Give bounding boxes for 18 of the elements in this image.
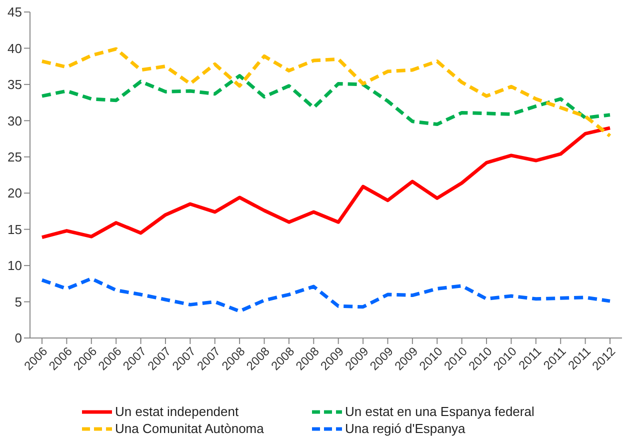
y-tick-label: 45 <box>8 4 22 20</box>
y-tick-label: 30 <box>8 113 22 128</box>
legend-label: Un estat en una Espanya federal <box>345 404 534 419</box>
line-series <box>40 47 612 138</box>
y-tick-label: 40 <box>8 40 22 56</box>
y-tick-label: 0 <box>14 330 22 346</box>
y-tick-label: 20 <box>8 186 22 201</box>
line-series <box>40 74 612 126</box>
y-tick-label: 5 <box>14 294 22 310</box>
y-tick-label: 35 <box>8 77 22 92</box>
line-series <box>40 276 612 313</box>
legend-label: Un estat independent <box>115 404 239 419</box>
y-tick-label: 25 <box>8 150 22 165</box>
legend-label: Una Comunitat Autònoma <box>115 421 264 436</box>
y-tick-label: 10 <box>8 258 22 274</box>
legend-label: Una regió d'Espanya <box>345 421 466 436</box>
y-tick-label: 15 <box>8 222 22 237</box>
line-series <box>40 126 612 240</box>
